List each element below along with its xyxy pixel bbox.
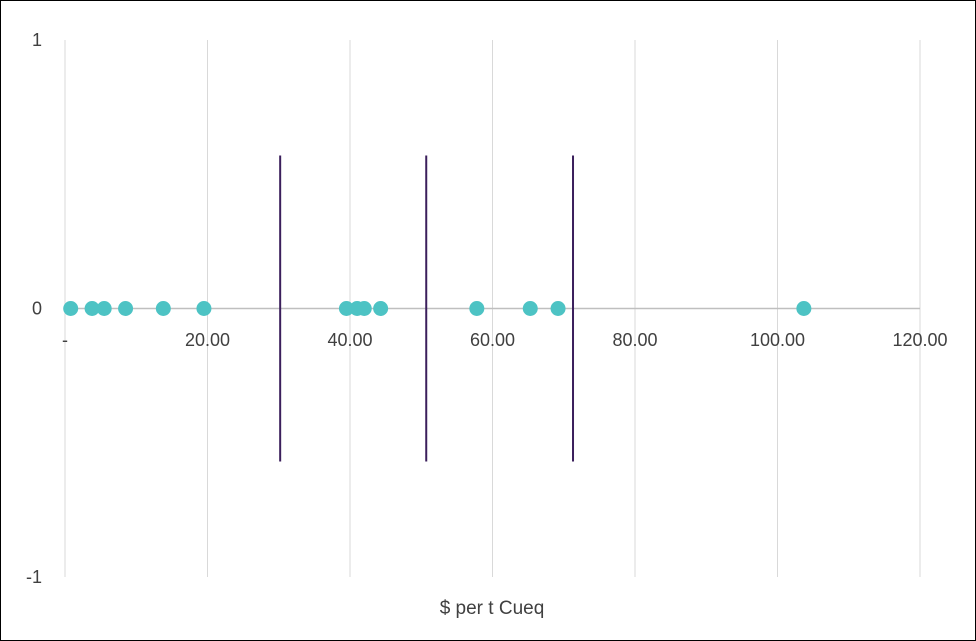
x-tick-label-6: 120.00	[892, 330, 947, 350]
data-point-6	[338, 301, 354, 316]
gridlines	[64, 40, 921, 577]
data-point-11	[522, 301, 538, 316]
data-point-4	[155, 301, 171, 316]
x-tick-label-4: 80.00	[612, 330, 657, 350]
data-point-0	[63, 301, 79, 316]
y-tick-label-0: 1	[32, 30, 42, 50]
x-tick-label-1: 20.00	[185, 330, 230, 350]
y-tick-label-2: -1	[26, 567, 42, 587]
x-tick-label-2: 40.00	[327, 330, 372, 350]
x-tick-labels: - 20.00 40.00 60.00 80.00 100.00 120.00	[62, 330, 948, 350]
data-point-5	[196, 301, 212, 316]
x-tick-label-3: 60.00	[470, 330, 515, 350]
data-point-13	[796, 301, 812, 316]
x-tick-label-5: 100.00	[750, 330, 805, 350]
data-point-8	[356, 301, 372, 316]
data-point-9	[373, 301, 389, 316]
y-tick-label-1: 0	[32, 299, 42, 319]
data-point-1	[84, 301, 100, 316]
vertical-marker-lines	[279, 155, 575, 462]
data-point-10	[469, 301, 485, 316]
data-point-3	[118, 301, 134, 316]
data-points	[63, 301, 812, 316]
y-tick-labels: 1 0 -1	[26, 30, 42, 587]
x-tick-label-0: -	[62, 330, 68, 350]
data-point-12	[550, 301, 566, 316]
x-axis-title: $ per t Cueq	[440, 598, 545, 619]
data-point-2	[96, 301, 112, 316]
